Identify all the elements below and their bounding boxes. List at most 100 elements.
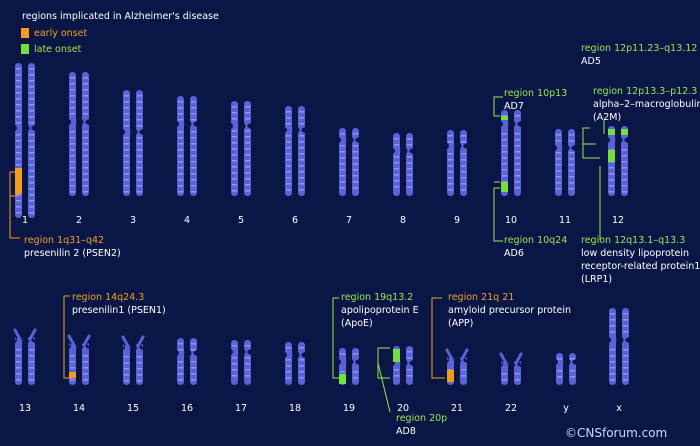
- chromosome-band: [353, 145, 358, 147]
- leader-c10a: [493, 96, 503, 116]
- chromosome-label-12: 12: [611, 215, 625, 226]
- highlighted-region: [621, 129, 628, 135]
- chromosome-band: [286, 171, 291, 173]
- chromosome-band: [29, 188, 34, 190]
- chromosome-group: [13, 63, 629, 385]
- chromosome-band: [191, 379, 196, 381]
- chromosome-band: [407, 375, 412, 377]
- chromosome-label-9: 9: [453, 215, 461, 226]
- chromosome-band: [83, 355, 88, 357]
- chromosome-band: [137, 107, 142, 109]
- chromosome-band: [299, 117, 304, 119]
- chromosome-band: [232, 190, 237, 192]
- chromosome-band: [29, 110, 34, 112]
- chromosome-band: [178, 367, 183, 369]
- chromosome-band: [29, 200, 34, 202]
- chromosome-band: [448, 141, 453, 143]
- chromosome-band: [299, 159, 304, 161]
- chromosome-band: [245, 184, 250, 186]
- chromosome-band: [29, 367, 34, 369]
- chromosome-band: [340, 181, 345, 183]
- highlighted-region: [608, 150, 615, 162]
- chromosome-band: [245, 178, 250, 180]
- chromosome-band: [461, 153, 466, 155]
- chromosome-band: [515, 151, 520, 153]
- chromosome-band: [16, 80, 21, 82]
- chromosome-band: [622, 191, 627, 193]
- chromosome-band: [137, 356, 142, 358]
- chromatid: [69, 72, 77, 196]
- chromosome-band: [502, 145, 507, 147]
- chromosome-band: [124, 119, 129, 121]
- chromosome-band: [515, 373, 520, 375]
- annotation-region-c19: region 19q13.2: [341, 292, 414, 303]
- chromosome-band: [502, 151, 507, 153]
- chromosome-band: [124, 143, 129, 145]
- chromosome-stalk: [121, 335, 145, 348]
- chromosome-band: [29, 152, 34, 154]
- chromosome-band: [502, 115, 507, 117]
- chromosome-band: [623, 349, 628, 351]
- chromosome-band: [622, 185, 627, 187]
- chromosome-band: [569, 182, 574, 184]
- chromosome-band: [515, 133, 520, 135]
- chromosome-band: [556, 176, 561, 178]
- chromatid: [622, 308, 629, 385]
- chromosome-5: [231, 101, 251, 196]
- early-onset-swatch: [21, 28, 29, 38]
- chromosome-band: [16, 68, 21, 70]
- chromosome-band: [83, 191, 88, 193]
- chromatid: [569, 353, 576, 385]
- chromosome-band: [70, 173, 75, 175]
- chromosome-band: [178, 131, 183, 133]
- chromosome-band: [502, 157, 507, 159]
- chromosome-band: [232, 136, 237, 138]
- chromosome-band: [407, 351, 412, 353]
- chromosome-band: [557, 376, 562, 378]
- annotation-region-c1: region 1q31–q42: [24, 235, 105, 246]
- chromosome-band: [83, 367, 88, 369]
- chromosome-band: [556, 170, 561, 172]
- highlighted-region: [15, 168, 22, 194]
- chromosome-band: [622, 149, 627, 151]
- chromosome-band: [556, 188, 561, 190]
- chromosome-band: [609, 179, 614, 181]
- chromosome-7: [339, 128, 359, 196]
- chromosome-band: [502, 181, 507, 183]
- chromosome-band: [569, 176, 574, 178]
- chromosome-band: [70, 137, 75, 139]
- chromosome-band: [83, 143, 88, 145]
- chromosome-band: [245, 166, 250, 168]
- chromosome-band: [16, 349, 21, 351]
- chromosome-band: [178, 373, 183, 375]
- chromosome-10: [501, 110, 521, 196]
- chromosome-band: [502, 169, 507, 171]
- chromosome-15: [121, 335, 145, 385]
- chromosome-band: [16, 152, 21, 154]
- chromosome-14: [67, 334, 91, 385]
- chromosome-band: [83, 137, 88, 139]
- chromosome-band: [124, 173, 129, 175]
- chromosome-band: [16, 355, 21, 357]
- chromosome-band: [70, 107, 75, 109]
- chromosome-band: [623, 313, 628, 315]
- chromosome-band: [245, 130, 250, 132]
- legend-late-label: late onset: [34, 44, 82, 55]
- annotation-region-c21: region 21q 21: [448, 292, 515, 303]
- chromosome-band: [299, 177, 304, 179]
- chromatid: [460, 357, 467, 385]
- chromosome-band: [191, 191, 196, 193]
- chromosome-band: [448, 153, 453, 155]
- chromosome-band: [178, 119, 183, 121]
- chromosome-band: [286, 377, 291, 379]
- chromosome-band: [556, 164, 561, 166]
- chromosome-band: [124, 179, 129, 181]
- chromosome-band: [502, 133, 507, 135]
- chromosome-label-14: 14: [72, 403, 86, 414]
- chromosome-band: [502, 139, 507, 141]
- chromosome-band: [232, 178, 237, 180]
- highlighted-region: [447, 370, 454, 382]
- chromosome-band: [394, 375, 399, 377]
- chromosome-band: [83, 77, 88, 79]
